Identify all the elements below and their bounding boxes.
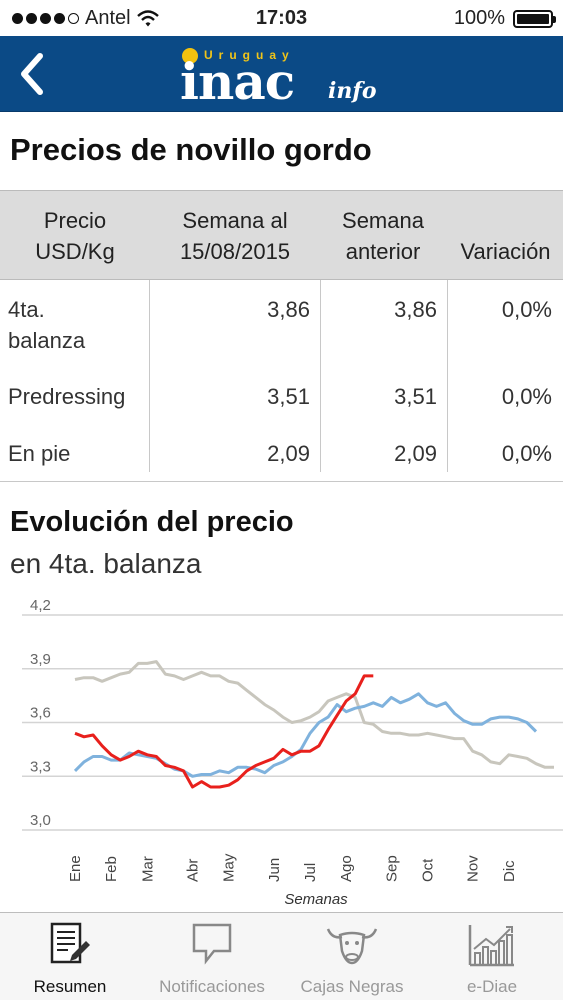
table-cell-variation: 0,0% xyxy=(501,384,552,409)
tab-notificaciones[interactable]: Notificaciones xyxy=(142,913,282,1000)
x-tick-label: Dic xyxy=(501,860,518,882)
signal-strength-icon xyxy=(12,13,79,24)
price-evolution-chart: 3,0 3,3 3,6 3,9 4,2 Ene Feb Mar Abr May Jun Jul Ago S… xyxy=(22,600,563,908)
header-variation: Variación xyxy=(460,239,551,264)
carrier-info: Antel xyxy=(12,7,159,30)
table-cell-current: 3,51 xyxy=(267,384,310,409)
battery-icon xyxy=(513,9,556,28)
logo-top-text: Uruguay xyxy=(204,48,295,62)
chart-subtitle: en 4ta. balanza xyxy=(10,548,202,579)
x-tick-label: Ago xyxy=(338,855,355,882)
x-tick-label: Feb xyxy=(103,856,120,882)
notificaciones-icon xyxy=(192,923,232,965)
tab-e-diae[interactable]: e-Diae xyxy=(422,913,562,1000)
header-previous-week: Semana anterior xyxy=(342,208,424,264)
battery-percent: 100% xyxy=(453,7,505,29)
table-row-label: 4ta. balanza xyxy=(8,297,86,353)
y-tick-label: 3,0 xyxy=(30,812,51,829)
resumen-icon xyxy=(50,922,90,964)
column-divider xyxy=(320,280,321,472)
chart-title: Evolución del precio xyxy=(10,506,294,538)
table-row-label: En pie xyxy=(8,441,71,466)
tab-label: Resumen xyxy=(33,977,107,996)
x-axis-title: Semanas xyxy=(284,891,348,908)
tab-label: Cajas Negras xyxy=(300,977,404,996)
status-time: 17:03 xyxy=(255,7,308,29)
logo-sun-icon xyxy=(182,48,198,64)
x-tick-label: May xyxy=(221,853,238,882)
x-tick-label: Sep xyxy=(383,855,400,882)
x-tick-label: Jun xyxy=(266,858,283,882)
app-header: Uruguay inac info xyxy=(0,36,563,112)
logo-sub-text: info xyxy=(328,78,377,104)
status-bar: Antel 17:03 100% xyxy=(0,0,563,36)
y-tick-label: 3,3 xyxy=(30,758,51,775)
tab-cajas-negras[interactable]: Cajas Negras xyxy=(282,913,422,1000)
back-chevron-icon[interactable] xyxy=(14,50,54,98)
series-line xyxy=(74,660,554,769)
series-line xyxy=(74,674,374,789)
x-tick-label: Ene xyxy=(67,855,84,882)
battery-info: 100% xyxy=(453,7,556,30)
table-cell-current: 3,86 xyxy=(267,297,310,322)
inac-logo: Uruguay inac info xyxy=(180,42,390,111)
carrier-name: Antel xyxy=(85,7,131,29)
bar-chart-icon xyxy=(468,925,514,967)
tab-resumen[interactable]: Resumen xyxy=(0,913,140,1000)
tab-label: e-Diae xyxy=(466,977,518,996)
table-cell-current: 2,09 xyxy=(267,441,310,466)
y-tick-label: 4,2 xyxy=(30,600,51,614)
header-current-week: Semana al 15/08/2015 xyxy=(179,208,291,264)
table-header: Precio USD/Kg Semana al 15/08/2015 Semana a… xyxy=(0,190,563,280)
tab-bar: Resumen Notificaciones Cajas Negras e-Di… xyxy=(0,912,563,1000)
page-title: Precios de novillo gordo xyxy=(10,132,372,167)
x-tick-label: Nov xyxy=(465,855,482,882)
table-cell-variation: 0,0% xyxy=(501,297,552,322)
x-tick-label: Abr xyxy=(185,859,202,882)
table-cell-variation: 0,0% xyxy=(501,441,552,466)
column-divider xyxy=(447,280,448,472)
table-cell-previous: 3,86 xyxy=(394,297,437,322)
wifi-icon xyxy=(136,9,159,26)
table-row-label: Predressing xyxy=(8,384,126,409)
bull-icon xyxy=(326,928,378,965)
y-tick-label: 3,9 xyxy=(30,651,51,668)
y-tick-label: 3,6 xyxy=(30,705,51,722)
table-bottom-border xyxy=(0,481,563,482)
price-table: Precio USD/Kg Semana al 15/08/2015 Semana a… xyxy=(0,190,563,482)
table-cell-previous: 2,09 xyxy=(394,441,437,466)
column-divider xyxy=(149,280,150,472)
header-price: Precio USD/Kg xyxy=(35,208,115,264)
tab-label: Notificaciones xyxy=(159,977,265,996)
table-cell-previous: 3,51 xyxy=(394,384,437,409)
series-line xyxy=(73,692,538,778)
x-tick-label: Mar xyxy=(139,856,156,882)
x-tick-label: Jul xyxy=(302,863,319,882)
x-tick-label: Oct xyxy=(420,858,437,882)
logo-main-text: inac xyxy=(180,52,295,111)
